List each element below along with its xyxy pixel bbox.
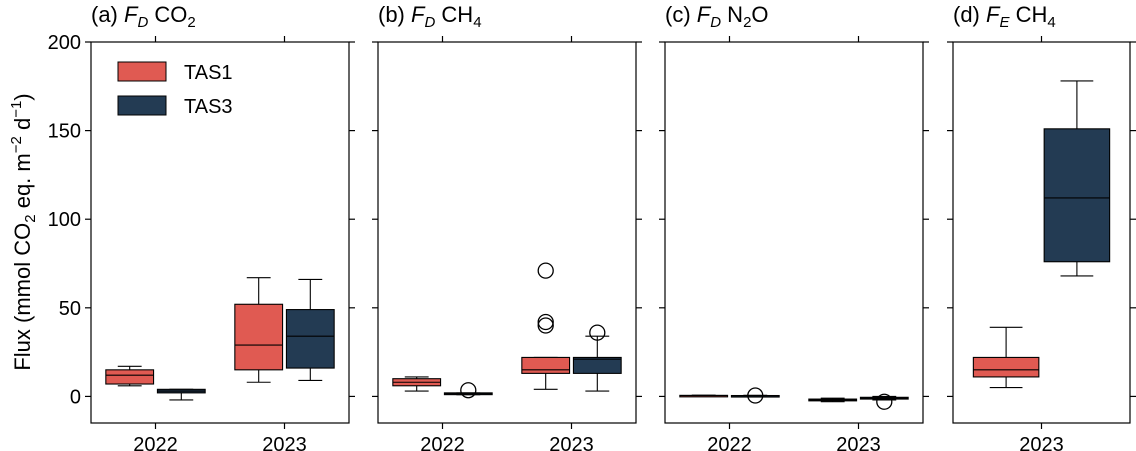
plot-frame xyxy=(664,41,924,424)
x-tick-label: 2023 xyxy=(1019,434,1064,451)
panel-d: 2023 xyxy=(947,36,1136,451)
outlier-point xyxy=(460,382,477,399)
x-tick-label: 2022 xyxy=(420,434,465,451)
legend-swatch-tas1 xyxy=(117,61,167,82)
box-tas1-2023 xyxy=(972,356,1040,378)
panel-title-b: (b) FD CH4 xyxy=(378,2,482,31)
x-tick-label: 2022 xyxy=(133,434,178,451)
plot-frame xyxy=(90,41,350,424)
y-tick-label: 150 xyxy=(48,121,81,143)
legend-label-tas1: TAS1 xyxy=(184,62,233,84)
y-tick-label: 200 xyxy=(48,32,81,54)
x-tick-label: 2023 xyxy=(262,434,307,451)
outlier-point xyxy=(537,317,554,334)
x-tick-label: 2023 xyxy=(549,434,594,451)
x-tick-label: 2022 xyxy=(707,434,752,451)
outlier-point xyxy=(537,313,554,331)
y-tick-label: 50 xyxy=(59,298,81,320)
x-tick-label: 2023 xyxy=(836,434,881,451)
box-tas1-2022 xyxy=(105,369,155,385)
box-tas1-2023 xyxy=(521,356,571,374)
y-tick-label: 0 xyxy=(70,386,81,408)
ylabel-sub: 2 xyxy=(22,214,39,222)
ylabel-sup2: −1 xyxy=(8,101,25,118)
ylabel-sup1: −2 xyxy=(8,136,25,153)
y-axis-label: Flux (mmol CO2 eq. m−2 d−1) xyxy=(8,93,39,370)
ylabel-part-a: Flux (mmol CO xyxy=(10,223,35,371)
outlier-point xyxy=(537,262,554,279)
ylabel-part-c: eq. m xyxy=(10,153,35,214)
legend-label-tas3: TAS3 xyxy=(184,96,233,118)
panel-c: 2022 2023 xyxy=(659,36,929,451)
ylabel-part-e: d xyxy=(10,118,35,136)
panel-title-c: (c) FD N2O xyxy=(665,2,769,31)
outlier-point xyxy=(589,324,606,341)
outlier-point xyxy=(876,393,893,410)
legend-swatch-tas3 xyxy=(117,95,167,116)
y-tick-label: 100 xyxy=(48,209,81,231)
plot-frame xyxy=(377,41,637,424)
box-tas3-2023 xyxy=(285,309,335,369)
legend: TAS1 TAS3 xyxy=(117,61,233,118)
panel-b: 2022 2023 xyxy=(372,36,642,451)
panel-title-d: (d) FE CH4 xyxy=(953,2,1056,31)
box-tas1-2023 xyxy=(234,303,284,371)
box-tas3-2023 xyxy=(572,356,622,374)
ylabel-part-g: ) xyxy=(10,93,35,100)
box-tas3-2023 xyxy=(1043,128,1111,263)
panel-title-a: (a) FD CO2 xyxy=(91,2,196,31)
outlier-point xyxy=(747,387,764,404)
panel-a: 0 50 100 150 200 2022 2023 xyxy=(48,32,355,451)
